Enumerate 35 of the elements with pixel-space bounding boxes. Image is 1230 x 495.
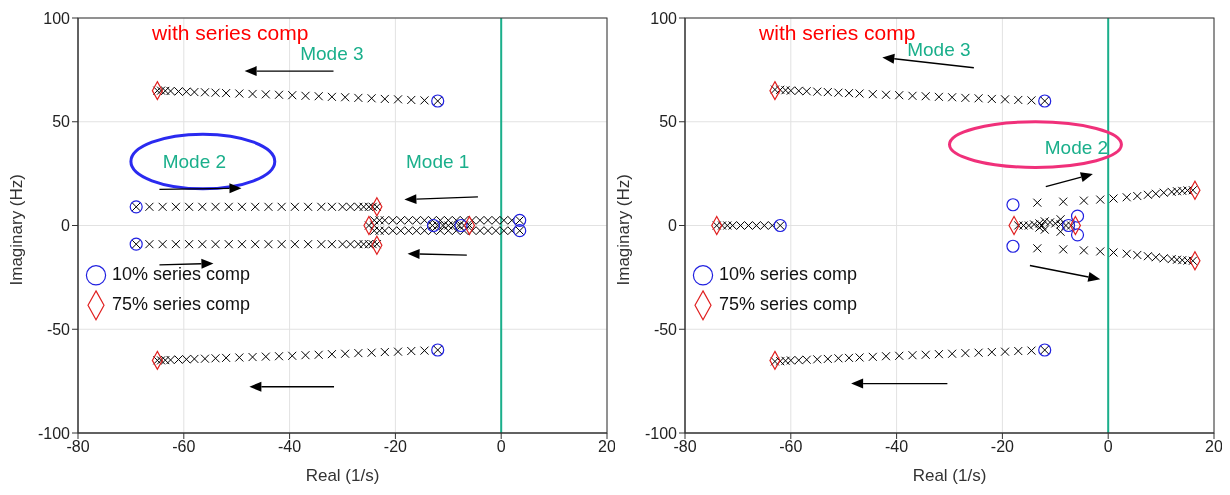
legend-label: 75% series comp <box>112 294 251 315</box>
x-tick-label: 0 <box>1103 438 1113 456</box>
x-tick-label: -20 <box>383 438 408 456</box>
y-axis-title: Imaginary (Hz) <box>7 174 27 286</box>
x-tick-label: 20 <box>1205 438 1223 456</box>
x-tick-label: 20 <box>598 438 616 456</box>
x-axis-title: Real (1/s) <box>305 466 380 485</box>
point <box>1006 239 1020 253</box>
point <box>1070 228 1085 242</box>
y-tick-label: 50 <box>52 113 71 131</box>
annotation: Mode 2 <box>1044 136 1109 158</box>
y-tick-label: 0 <box>668 217 678 235</box>
annotation: with series comp <box>151 21 309 45</box>
y-tick-label: -50 <box>46 320 71 338</box>
annotation: Mode 1 <box>406 151 470 173</box>
y-tick-label: 0 <box>61 217 71 235</box>
x-tick-label: -20 <box>990 438 1015 456</box>
annotation: Mode 3 <box>300 43 364 65</box>
y-tick-label: -50 <box>653 320 678 338</box>
x-tick-label: -40 <box>278 438 302 456</box>
legend-label: 10% series comp <box>719 264 858 285</box>
y-tick-label: 100 <box>650 9 678 27</box>
y-tick-label: 100 <box>43 9 71 27</box>
legend-label: 75% series comp <box>719 294 858 315</box>
annotation: Mode 2 <box>162 151 227 173</box>
x-axis-title: Real (1/s) <box>912 466 987 485</box>
y-axis-title: Imaginary (Hz) <box>614 174 634 286</box>
x-tick-label: -60 <box>779 438 803 456</box>
x-tick-label: 0 <box>496 438 506 456</box>
legend-label: 10% series comp <box>112 264 251 285</box>
point <box>1070 209 1085 223</box>
x-tick-label: -60 <box>172 438 196 456</box>
y-tick-label: 50 <box>659 113 678 131</box>
x-tick-label: -40 <box>885 438 909 456</box>
point <box>1006 198 1020 212</box>
